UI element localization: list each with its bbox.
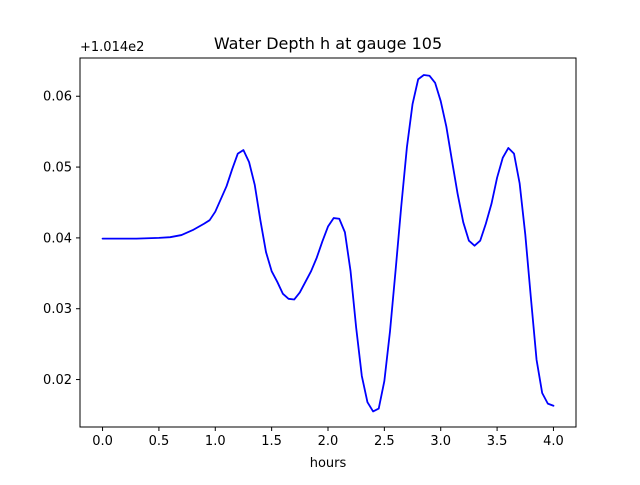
y-axis-offset-label: +1.014e2 [80,40,144,55]
x-tick-label: 1.5 [261,434,282,449]
x-tick-label: 0.0 [92,434,113,449]
chart-title: Water Depth h at gauge 105 [214,34,442,53]
y-tick-label: 0.03 [43,302,72,317]
x-tick-label: 0.5 [149,434,170,449]
plot-area-frame [79,57,577,428]
x-axis-label: hours [310,456,347,471]
x-axis: 0.0 0.5 1.0 1.5 2.0 2.5 3.0 3.5 4.0 [92,427,564,449]
series-line-0 [101,74,555,413]
x-tick-label: 1.0 [205,434,226,449]
y-tick-label: 0.04 [43,231,72,246]
x-tick-label: 4.0 [543,434,564,449]
series-layer [101,74,555,413]
x-tick-label: 2.5 [374,434,395,449]
x-tick-label: 3.0 [430,434,451,449]
y-tick-label: 0.05 [43,161,72,176]
x-tick-label: 3.5 [487,434,508,449]
y-tick-label: 0.02 [43,373,72,388]
y-tick-label: 0.06 [43,90,72,105]
y-axis: 0.02 0.03 0.04 0.05 0.06 [43,90,80,388]
x-tick-label: 2.0 [318,434,339,449]
